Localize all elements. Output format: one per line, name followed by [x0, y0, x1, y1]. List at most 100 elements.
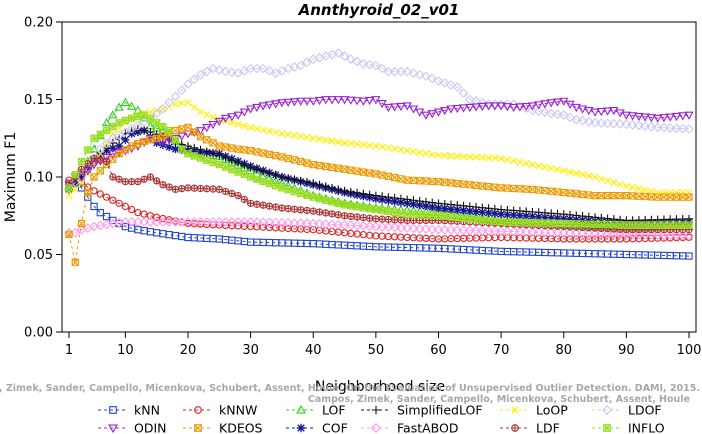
circle-marker — [194, 406, 202, 414]
x-tick-label: 60 — [430, 343, 447, 358]
triangle-down-marker — [364, 96, 375, 106]
triangle-down-marker — [490, 102, 500, 111]
star-marker — [490, 209, 499, 218]
circle-plus-marker — [84, 160, 92, 168]
legend-label: KDEOS — [219, 421, 263, 434]
diamond-marker — [364, 221, 375, 232]
square-star-marker — [603, 220, 612, 229]
square-star-marker — [196, 154, 205, 162]
square-star-marker — [622, 221, 631, 229]
plus-marker — [453, 201, 462, 210]
triangle-down-marker — [383, 103, 394, 113]
triangle-down-marker — [483, 102, 494, 111]
plus-marker — [584, 212, 593, 221]
circle-marker — [84, 183, 92, 191]
triangle-down-marker — [502, 103, 513, 112]
diamond-marker — [540, 107, 550, 118]
diamond-marker — [665, 230, 676, 241]
diamond-marker — [126, 217, 137, 227]
square-star-marker — [641, 221, 649, 229]
x-marker — [485, 154, 493, 162]
diamond-marker — [571, 228, 582, 238]
series-line — [68, 126, 689, 263]
diamond-marker — [371, 221, 381, 232]
triangle-down-marker — [396, 102, 406, 112]
diamond-marker — [521, 227, 531, 237]
square-star-marker — [428, 211, 436, 220]
triangle-down-marker — [477, 102, 488, 112]
circle-plus-marker — [365, 214, 374, 222]
diamond-marker — [339, 220, 350, 230]
x-marker — [503, 156, 511, 164]
diamond-marker — [239, 217, 250, 227]
square-star-marker — [334, 199, 342, 207]
star-marker — [453, 205, 462, 214]
circle-plus-marker — [409, 216, 418, 224]
triangle-down-marker — [408, 105, 419, 114]
circle-plus-marker — [159, 181, 167, 189]
square-star-marker — [146, 115, 155, 123]
chart-title: Annthyroid_02_v01 — [298, 1, 460, 19]
x-marker — [622, 182, 630, 190]
circle-plus-marker — [102, 157, 111, 166]
square-x-marker — [71, 258, 79, 266]
y-tick-label: 0.05 — [24, 248, 53, 263]
circle-plus-marker — [253, 200, 261, 208]
square-star-marker — [453, 213, 461, 222]
square-x-marker — [647, 193, 656, 201]
plus-marker — [252, 165, 261, 174]
square-star-marker — [491, 217, 499, 225]
diamond-marker — [164, 217, 175, 227]
x-marker — [359, 141, 367, 149]
x-marker — [572, 169, 580, 177]
triangle-down-marker — [270, 100, 281, 109]
triangle-down-marker — [634, 112, 644, 122]
circle-plus-marker — [196, 184, 205, 193]
plus-marker — [409, 196, 418, 205]
square-x-marker — [209, 139, 217, 147]
square-star-marker — [265, 179, 274, 188]
diamond-marker — [615, 229, 625, 240]
square-x-marker — [278, 153, 286, 161]
square-x-marker — [203, 136, 211, 144]
diamond-marker — [508, 226, 519, 237]
plus-marker — [271, 171, 280, 180]
x-marker — [190, 103, 198, 111]
star-marker — [528, 212, 537, 221]
square-star-marker — [384, 207, 393, 216]
diamond-marker — [483, 226, 494, 236]
plus-marker — [484, 204, 493, 213]
plus-marker — [371, 191, 380, 200]
triangle-down-marker — [202, 124, 212, 133]
diamond-marker — [640, 230, 650, 240]
diamond-marker — [546, 227, 557, 238]
square-star-marker — [528, 219, 537, 227]
triangle-down-marker — [590, 108, 600, 117]
diamond-marker — [295, 60, 306, 71]
plus-marker — [196, 145, 205, 154]
diamond-marker — [346, 220, 356, 231]
diamond-marker — [477, 225, 488, 236]
plus-marker — [259, 167, 268, 176]
triangle-marker — [239, 163, 250, 172]
triangle-down-marker — [440, 107, 450, 116]
x-tick-label: 50 — [368, 343, 385, 358]
square-x-marker — [503, 184, 512, 192]
plus-marker — [428, 198, 437, 207]
star-marker — [296, 423, 306, 433]
square-star-marker — [278, 184, 286, 192]
x-marker — [178, 99, 186, 107]
diamond-marker — [389, 66, 400, 77]
x-marker — [472, 153, 480, 161]
plus-marker — [328, 183, 337, 192]
square-star-marker — [478, 216, 486, 224]
star-marker — [459, 206, 468, 215]
triangle-down-marker — [214, 117, 224, 127]
square-x-marker — [84, 188, 92, 197]
star-marker — [534, 212, 543, 222]
series-layer — [64, 48, 694, 266]
diamond-marker — [634, 120, 644, 131]
plus-marker — [490, 204, 499, 213]
circle-plus-marker — [153, 177, 161, 185]
diamond-marker — [108, 133, 118, 144]
